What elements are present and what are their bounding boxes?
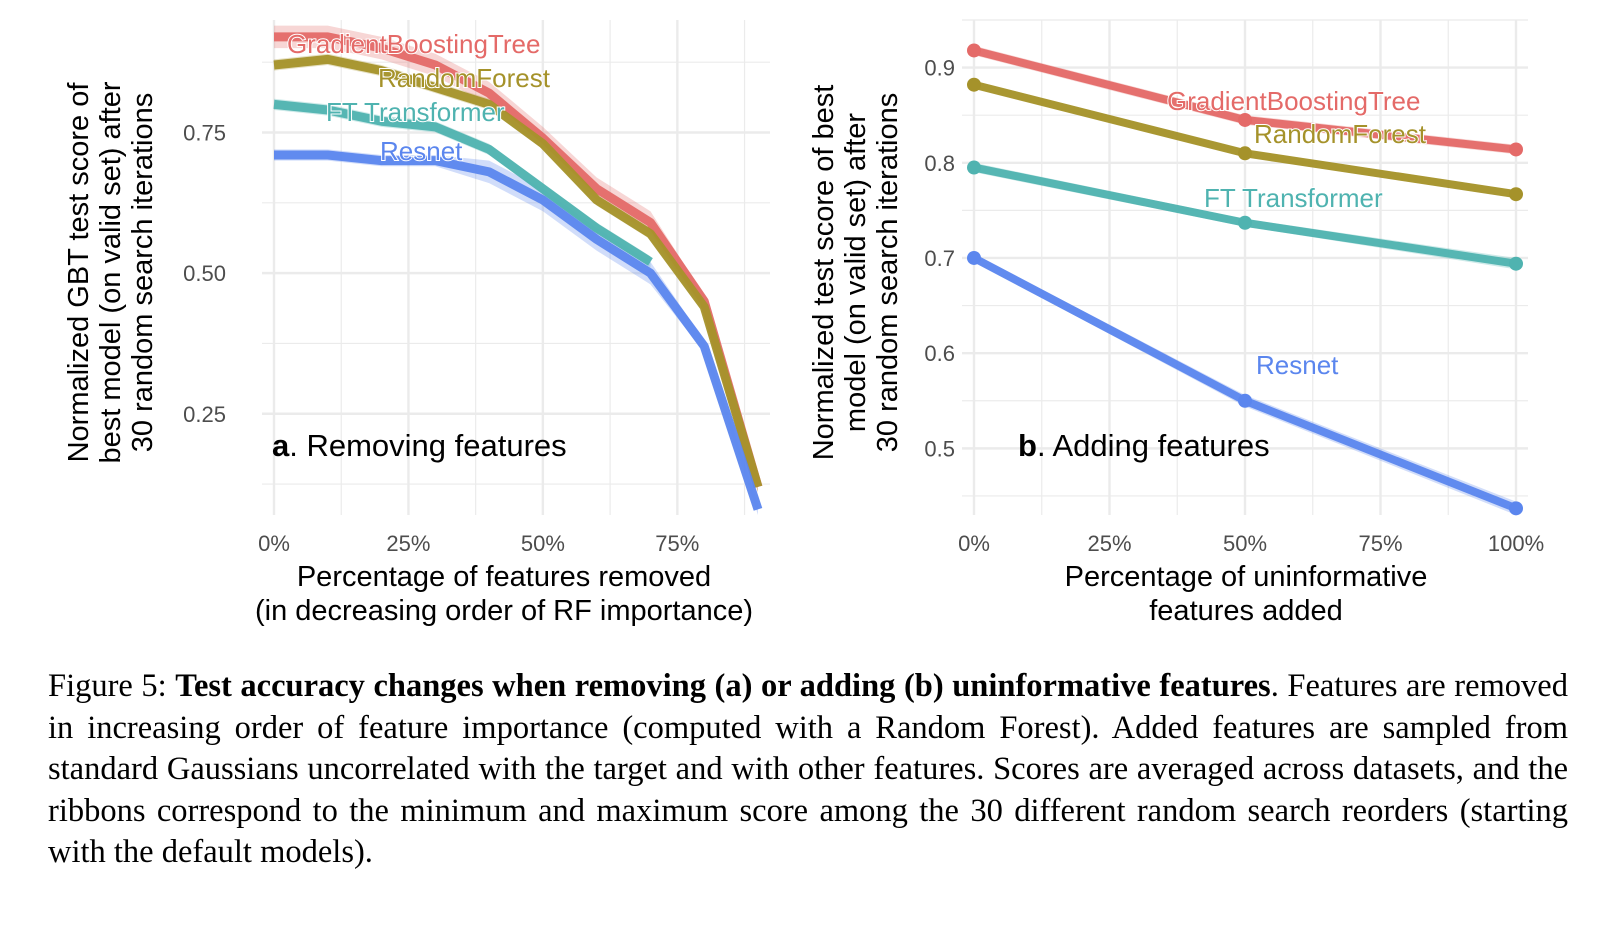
y-tick-label: 0.50 (183, 261, 226, 286)
x-tick-label: 50% (521, 531, 565, 556)
y-axis-title: best model (on valid set) after (95, 81, 127, 463)
x-tick-label: 100% (1488, 531, 1544, 556)
series-label-gradientboostingtree: GradientBoostingTree (1167, 86, 1420, 116)
y-axis-title: 30 random search iterations (872, 93, 904, 452)
data-point-resnet (1238, 393, 1252, 408)
y-tick-label: 0.25 (183, 402, 226, 427)
series-label-resnet: Resnet (1256, 350, 1339, 380)
series-line-gradientboostingtree (274, 32, 763, 489)
x-tick-label: 0% (258, 531, 290, 556)
x-axis-title: Percentage of features removed (297, 561, 711, 593)
data-point-ft-transformer (967, 160, 981, 175)
panel-label: a. Removing features (272, 428, 567, 463)
panel-a-removing-features-chart: 0% 25% 50% 75% 0.25 0.50 0.75 Percentage of fea… (63, 20, 770, 627)
x-tick-label: 75% (1358, 531, 1402, 556)
x-tick-label: 0% (958, 531, 990, 556)
data-point-resnet (967, 250, 981, 265)
panel-title: . Adding features (1037, 428, 1270, 463)
caption-text: . Features are removed in increasing ord… (48, 668, 1568, 870)
data-point-ft-transformer (1509, 256, 1523, 271)
y-tick-label: 0.75 (183, 121, 226, 146)
panel-title: . Removing features (289, 428, 566, 463)
y-tick-label: 0.5 (924, 436, 955, 461)
series-line-ft-transformer (273, 99, 653, 266)
ribbon-resnet (974, 254, 1516, 515)
series-label-ft-transformer: FT Transformer (326, 97, 505, 127)
series-label-randomforest: RandomForest (378, 63, 551, 93)
y-tick-label: 0.8 (924, 151, 955, 176)
figure-caption: Figure 5: Test accuracy changes when rem… (48, 666, 1568, 874)
data-point-gradientboostingtree (1238, 112, 1252, 127)
y-axis-title: 30 random search iterations (127, 93, 159, 452)
data-point-randomforest (1509, 187, 1523, 202)
x-axis-title: Percentage of uninformative (1065, 561, 1428, 593)
series-label-randomforest: RandomForest (1254, 119, 1427, 149)
caption-prefix: Figure 5: (48, 668, 176, 704)
x-tick-label: 50% (1223, 531, 1267, 556)
data-point-randomforest (967, 77, 981, 92)
panel-letter: a (272, 428, 290, 463)
caption-bold-title: Test accuracy changes when removing (a) … (175, 668, 1271, 704)
data-point-randomforest (1238, 146, 1252, 161)
series-label-ft-transformer: FT Transformer (1204, 183, 1383, 213)
gridlines (962, 19, 1528, 515)
x-tick-label: 25% (1087, 531, 1131, 556)
x-tick-label: 75% (655, 531, 699, 556)
series-line-randomforest (273, 54, 763, 489)
series-label-gradientboostingtree: GradientBoostingTree (287, 29, 540, 59)
data-point-gradientboostingtree (967, 43, 981, 58)
y-axis-title: model (on valid set) after (840, 113, 872, 432)
ribbon-ft-transformer (274, 98, 651, 268)
panel-label: b. Adding features (1018, 428, 1270, 463)
x-axis-title: features added (1149, 595, 1342, 627)
data-point-ft-transformer (1238, 215, 1252, 230)
y-tick-label: 0.9 (924, 56, 955, 81)
figure-5: 0% 25% 50% 75% 0.25 0.50 0.75 Percentage of fea… (63, 19, 1544, 627)
panel-letter: b (1018, 428, 1037, 463)
y-axis-title: Normalized test score of best (808, 85, 840, 461)
ribbon-gradientboostingtree (274, 25, 758, 493)
panel-b-adding-features-chart: 0% 25% 50% 75% 100% 0.5 0.6 0.7 0.8 0.9 Percentage… (808, 19, 1544, 627)
series-label-resnet: Resnet (380, 136, 463, 166)
y-tick-label: 0.6 (924, 341, 955, 366)
y-axis-title: Normalized GBT test score of (63, 82, 95, 463)
series-line-resnet (274, 150, 763, 511)
data-point-gradientboostingtree (1509, 142, 1523, 157)
x-tick-label: 25% (386, 531, 430, 556)
x-axis-title: (in decreasing order of RF importance) (255, 595, 753, 627)
y-tick-label: 0.7 (924, 246, 955, 271)
data-point-resnet (1509, 501, 1523, 516)
